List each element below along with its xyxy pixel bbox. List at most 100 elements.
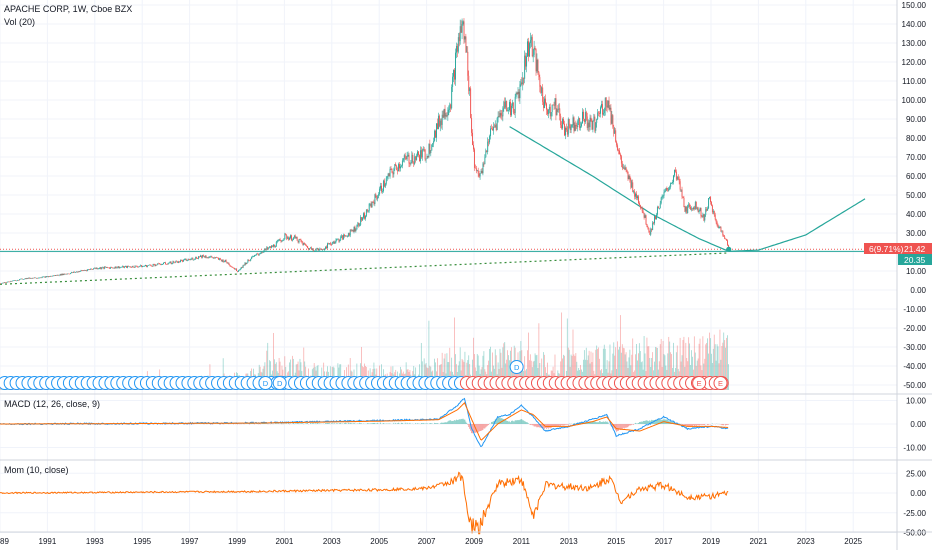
- arc-drawing[interactable]: [509, 126, 866, 252]
- price-candle-body: [392, 172, 394, 175]
- macd-histogram-bar: [499, 417, 501, 424]
- macd-histogram-bar: [517, 420, 519, 424]
- price-candle-body: [509, 101, 510, 111]
- price-candle-body: [93, 267, 95, 269]
- price-candle-body: [95, 267, 97, 269]
- macd-histogram-bar: [524, 421, 526, 424]
- price-candle-body: [437, 115, 439, 130]
- markers-layer[interactable]: D DDE E: [0, 360, 729, 390]
- price-candle-body: [44, 276, 46, 278]
- signal-line: [0, 402, 729, 441]
- price-candle-body: [218, 257, 219, 260]
- price-candle-body: [332, 241, 334, 243]
- symbol-title[interactable]: APACHE CORP, 1W, Cboe BZX: [4, 4, 132, 14]
- macd-histogram-bar: [426, 423, 428, 424]
- price-candle-body: [121, 266, 123, 268]
- price-candle-body: [140, 265, 142, 267]
- price-candle-body: [493, 126, 495, 128]
- price-candle-body: [115, 266, 117, 269]
- price-candle-body: [80, 270, 82, 272]
- volume-bar: [725, 347, 727, 390]
- volume-bar: [720, 359, 722, 390]
- volume-bar: [698, 343, 700, 390]
- macd-histogram-bar: [461, 419, 463, 424]
- volume-bar: [474, 354, 475, 390]
- price-candle-body: [448, 108, 450, 110]
- price-candle-body: [666, 188, 668, 190]
- price-candle-body: [84, 270, 86, 271]
- price-candle-body: [477, 170, 479, 174]
- time-axis-tick-label: 1993: [86, 537, 104, 546]
- price-candle-body: [619, 154, 621, 157]
- volume-bar: [449, 347, 451, 390]
- price-candle-body: [263, 250, 265, 253]
- price-candle-body: [404, 155, 406, 158]
- volume-bar: [679, 337, 681, 390]
- volume-title[interactable]: Vol (20): [4, 17, 35, 27]
- earnings-marker[interactable]: [692, 376, 707, 390]
- macd-histogram-bar: [420, 423, 422, 424]
- dividend-marker[interactable]: [509, 360, 524, 374]
- macd-histogram-bar: [595, 421, 597, 424]
- dividend-marker[interactable]: [272, 376, 287, 390]
- macd-title[interactable]: MACD (12, 26, close, 9): [4, 399, 100, 409]
- price-candle-body: [15, 280, 17, 281]
- macd-histogram-bar: [655, 419, 656, 424]
- macd-histogram-bar: [469, 424, 471, 429]
- price-candle-body: [411, 154, 413, 163]
- macd-histogram-bar: [250, 423, 252, 424]
- macd-histogram-bar: [560, 424, 562, 427]
- volume-bar: [423, 358, 425, 390]
- price-candle-body: [437, 123, 438, 130]
- dividend-marker-label: D: [263, 379, 269, 388]
- macd-histogram-bar: [271, 423, 272, 424]
- price-candle-body: [245, 262, 247, 265]
- macd-histogram-bar: [534, 424, 536, 427]
- volume-bar: [637, 360, 638, 390]
- price-candle-body: [699, 207, 701, 211]
- dividend-marker[interactable]: [258, 376, 273, 390]
- price-candle-body: [667, 189, 669, 191]
- macd-histogram-bar: [690, 424, 691, 427]
- price-candle-body: [197, 258, 199, 259]
- price-candle-body: [126, 265, 127, 268]
- earnings-marker[interactable]: [713, 376, 728, 390]
- price-candle-body: [324, 249, 326, 250]
- macd-histogram-bar: [641, 421, 643, 424]
- price-candle-body: [218, 258, 220, 260]
- momentum-title[interactable]: Mom (10, close): [4, 465, 69, 475]
- volume-bar: [682, 340, 684, 390]
- macd-histogram-bar: [457, 419, 459, 424]
- volume-bar: [361, 346, 362, 390]
- macd-histogram-bar: [492, 421, 494, 424]
- macd-histogram-bar: [605, 421, 607, 424]
- macd-histogram-bar: [535, 424, 537, 427]
- macd-histogram-bar: [726, 424, 727, 426]
- price-candle-body: [148, 264, 150, 266]
- macd-histogram-bar: [429, 423, 431, 424]
- current-price-dot[interactable]: [726, 246, 732, 252]
- macd-histogram-bar: [466, 423, 468, 424]
- volume-bar: [290, 359, 291, 390]
- volume-bar: [464, 351, 466, 390]
- price-candle-body: [457, 37, 459, 52]
- volume-bar: [583, 350, 585, 390]
- price-candle-body: [381, 185, 382, 192]
- time-axis-tick-label: 2019: [702, 537, 720, 546]
- price-candle-body: [530, 37, 532, 41]
- macd-histogram-bar: [296, 423, 298, 424]
- volume-bar: [686, 357, 688, 390]
- macd-histogram-bar: [621, 424, 623, 430]
- price-candle-body: [189, 259, 191, 261]
- volume-bar: [572, 329, 574, 390]
- price-candle-body: [542, 87, 544, 102]
- price-candle-body: [598, 112, 600, 114]
- price-candle-body: [692, 207, 694, 210]
- trendline-drawing[interactable]: [0, 252, 729, 285]
- price-candle-body: [398, 164, 400, 172]
- volume-bar: [624, 354, 626, 390]
- price-candle-body: [367, 210, 369, 212]
- price-candle-body: [389, 168, 391, 177]
- volume-bar: [584, 359, 586, 390]
